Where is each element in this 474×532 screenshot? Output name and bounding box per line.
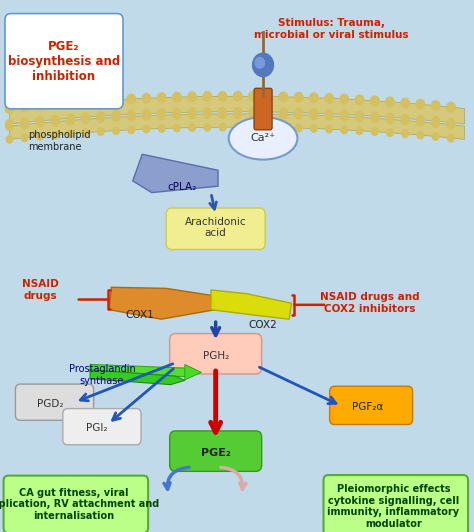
Circle shape [189, 124, 195, 131]
Circle shape [340, 112, 348, 121]
Circle shape [82, 97, 90, 106]
Polygon shape [9, 96, 465, 124]
Circle shape [142, 94, 151, 103]
FancyBboxPatch shape [16, 384, 93, 420]
Circle shape [203, 110, 211, 118]
Circle shape [386, 113, 394, 121]
Circle shape [203, 107, 211, 116]
Polygon shape [90, 370, 185, 385]
Circle shape [188, 108, 196, 117]
Text: PGI₂: PGI₂ [86, 423, 108, 433]
Circle shape [36, 101, 44, 110]
Circle shape [5, 104, 14, 113]
Circle shape [112, 95, 120, 105]
Circle shape [21, 134, 28, 142]
Polygon shape [90, 364, 199, 377]
FancyBboxPatch shape [166, 208, 265, 250]
Circle shape [158, 125, 165, 132]
Circle shape [355, 95, 364, 105]
Circle shape [143, 110, 150, 118]
Circle shape [340, 94, 348, 104]
Circle shape [447, 120, 455, 129]
Circle shape [295, 111, 302, 119]
Text: PGE₂
biosynthesis and
inhibition: PGE₂ biosynthesis and inhibition [8, 40, 120, 82]
Circle shape [264, 92, 273, 101]
Circle shape [310, 109, 318, 118]
Circle shape [387, 129, 393, 136]
Circle shape [356, 127, 363, 135]
Circle shape [234, 107, 242, 116]
Text: CA gut fitness, viral
replication, RV attachment and
internalisation: CA gut fitness, viral replication, RV at… [0, 488, 160, 521]
Circle shape [310, 93, 318, 103]
Circle shape [97, 114, 105, 122]
Circle shape [143, 112, 150, 120]
Circle shape [82, 113, 90, 121]
Circle shape [386, 115, 394, 123]
Circle shape [66, 114, 74, 122]
Circle shape [82, 115, 90, 123]
Circle shape [51, 99, 59, 109]
Circle shape [52, 131, 58, 139]
Text: COX2: COX2 [249, 320, 277, 329]
Circle shape [416, 99, 425, 109]
Circle shape [173, 93, 181, 102]
Circle shape [356, 113, 363, 122]
Circle shape [431, 101, 440, 111]
Circle shape [158, 111, 165, 120]
Circle shape [188, 110, 196, 119]
Circle shape [371, 112, 379, 120]
Polygon shape [185, 364, 201, 380]
Text: cPLA₂: cPLA₂ [168, 182, 197, 192]
Circle shape [51, 118, 59, 126]
Circle shape [371, 114, 379, 122]
Circle shape [401, 98, 410, 108]
Circle shape [36, 132, 43, 140]
Circle shape [67, 130, 73, 137]
Text: COX1: COX1 [126, 310, 154, 320]
Text: NSAID
drugs: NSAID drugs [22, 279, 59, 301]
Circle shape [219, 123, 226, 131]
Circle shape [253, 53, 273, 77]
Circle shape [249, 107, 257, 116]
Circle shape [128, 112, 135, 121]
Circle shape [66, 98, 74, 107]
Circle shape [417, 131, 424, 139]
Circle shape [401, 114, 409, 123]
Circle shape [447, 118, 455, 127]
Circle shape [113, 127, 119, 135]
Circle shape [325, 112, 333, 120]
Circle shape [356, 111, 363, 120]
FancyBboxPatch shape [170, 334, 262, 374]
Circle shape [204, 123, 210, 131]
Polygon shape [211, 290, 292, 319]
Text: phospholipid
membrane: phospholipid membrane [28, 130, 91, 152]
Circle shape [432, 133, 439, 140]
Circle shape [36, 117, 44, 125]
Text: PGE₂: PGE₂ [201, 448, 230, 458]
Circle shape [218, 92, 227, 101]
Circle shape [280, 108, 287, 117]
Text: NSAID drugs and
COX2 inhibitors: NSAID drugs and COX2 inhibitors [320, 293, 419, 314]
Circle shape [249, 110, 257, 118]
Text: Arachidonic
acid: Arachidonic acid [185, 217, 246, 238]
Circle shape [21, 120, 28, 129]
Circle shape [417, 118, 424, 126]
Circle shape [402, 130, 409, 138]
Circle shape [112, 113, 120, 122]
Circle shape [157, 93, 166, 103]
Text: Pleiomorphic effects
cytokine signalling, cell
immunity, inflammatory
modulator: Pleiomorphic effects cytokine signalling… [328, 484, 459, 529]
Text: PGH₂: PGH₂ [202, 352, 229, 361]
Circle shape [310, 125, 317, 132]
FancyBboxPatch shape [4, 476, 148, 532]
Circle shape [51, 115, 59, 124]
Circle shape [265, 123, 272, 131]
FancyBboxPatch shape [170, 431, 262, 471]
Circle shape [325, 110, 333, 118]
FancyBboxPatch shape [330, 386, 412, 425]
Circle shape [188, 92, 196, 102]
Circle shape [371, 96, 379, 105]
Circle shape [310, 111, 318, 120]
Circle shape [6, 122, 13, 130]
Circle shape [372, 128, 378, 135]
